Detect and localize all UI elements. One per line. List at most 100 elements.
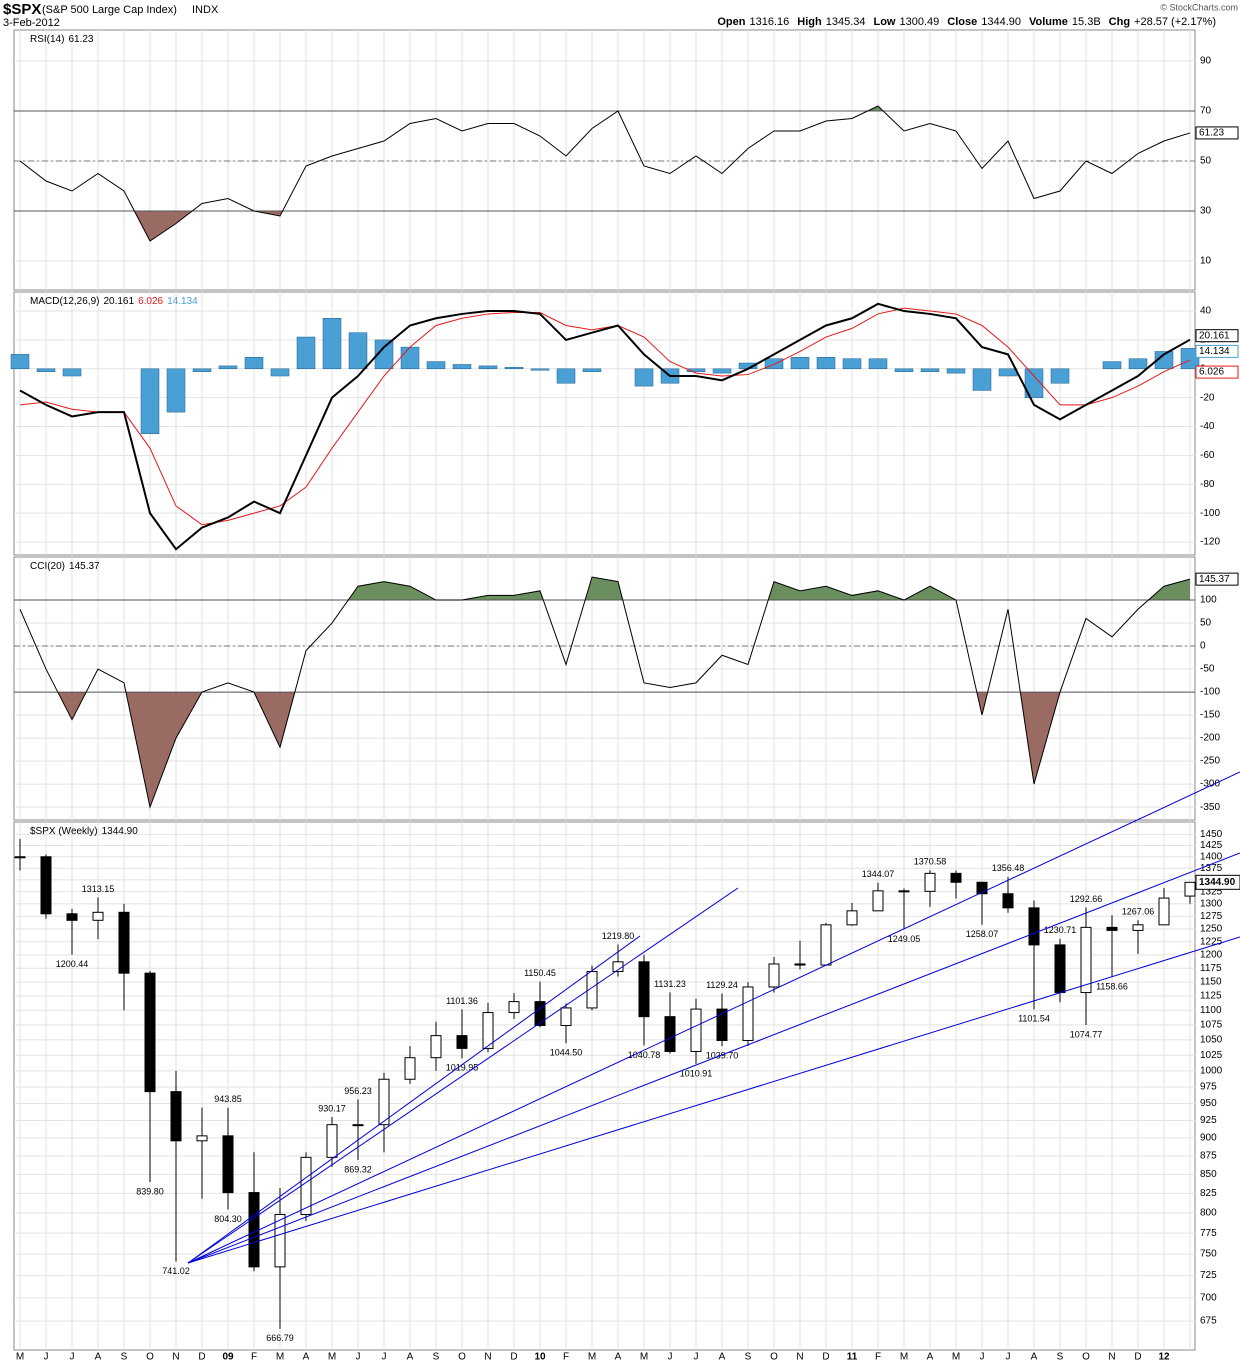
histogram-bar	[556, 368, 576, 384]
candle-body	[1054, 944, 1066, 994]
y-tick-label: 750	[1200, 1249, 1217, 1260]
x-tick-label: J	[668, 1352, 673, 1363]
histogram-bar	[36, 368, 56, 372]
y-tick-label: -120	[1200, 537, 1220, 548]
histogram-bar	[270, 368, 290, 377]
histogram-bar	[764, 358, 784, 370]
y-tick-label: 950	[1200, 1098, 1217, 1109]
price-annotation: 1249.05	[888, 934, 921, 944]
last-value: 6.026	[1199, 367, 1224, 378]
histogram-bar	[1180, 348, 1200, 370]
candle-body	[196, 1135, 208, 1142]
histogram-bar	[582, 368, 602, 372]
candle-body	[404, 1057, 416, 1080]
y-tick-label: 1225	[1200, 936, 1223, 947]
price-annotation: 1074.77	[1070, 1029, 1103, 1039]
y-tick-label: -60	[1200, 450, 1215, 461]
x-tick-label: A	[927, 1352, 934, 1363]
candle-body	[170, 1091, 182, 1142]
histogram-bar	[816, 356, 836, 370]
candle-body	[274, 1214, 286, 1268]
y-tick-label: 1200	[1200, 950, 1223, 961]
panel	[13, 291, 1196, 556]
histogram-bar	[1102, 361, 1122, 370]
y-tick-label: 900	[1200, 1133, 1217, 1144]
candle-body	[742, 986, 754, 1041]
histogram-bar	[1128, 358, 1148, 370]
trend-line	[187, 852, 1240, 1264]
x-tick-label: M	[16, 1352, 24, 1363]
indicator-line	[19, 576, 1191, 809]
x-tick-label: D	[822, 1352, 829, 1363]
x-tick-label: M	[276, 1352, 284, 1363]
price-annotation: 1010.91	[680, 1068, 713, 1078]
candle-body	[430, 1035, 442, 1059]
x-tick-label: F	[875, 1352, 881, 1363]
quote-label: Low	[873, 16, 895, 28]
trend-line	[187, 887, 739, 1264]
candle-body	[638, 961, 650, 1018]
last-value-box	[1195, 572, 1239, 586]
y-tick-label: 1300	[1200, 899, 1223, 910]
candle-body	[1184, 881, 1196, 897]
x-tick-label: F	[251, 1352, 257, 1363]
histogram-bar	[504, 367, 524, 370]
x-tick-label: J	[980, 1352, 985, 1363]
candle-body	[846, 910, 858, 926]
histogram-bar	[894, 368, 914, 372]
histogram-bar	[426, 361, 446, 370]
last-value-box	[1195, 344, 1239, 358]
price-annotation: 1267.06	[1122, 907, 1155, 917]
x-tick-label: A	[303, 1352, 310, 1363]
x-tick-label: A	[1031, 1352, 1038, 1363]
x-tick-label: O	[146, 1352, 154, 1363]
candle-body	[92, 911, 104, 921]
price-annotation: 930.17	[318, 1103, 346, 1113]
y-tick-label: 100	[1200, 595, 1217, 606]
histogram-bar	[348, 332, 368, 370]
trend-line	[187, 935, 641, 1264]
price-annotation: 1131.23	[654, 979, 686, 989]
histogram-bar	[166, 368, 186, 413]
price-annotation: 741.02	[162, 1266, 190, 1276]
price-annotation: 1158.66	[1096, 982, 1128, 992]
y-tick-label: -350	[1200, 802, 1220, 813]
candle-body	[456, 1035, 468, 1049]
candle-body	[560, 1007, 572, 1026]
price-annotation: 1258.07	[966, 929, 999, 939]
histogram-bar	[842, 358, 862, 370]
histogram-bar	[192, 368, 212, 372]
trend-line	[187, 936, 1240, 1264]
x-tick-label: S	[745, 1352, 752, 1363]
panel-title-text: CCI(20)	[30, 561, 65, 572]
y-tick-label: 925	[1200, 1115, 1217, 1126]
histogram-bar	[140, 368, 160, 434]
y-tick-label: 10	[1200, 256, 1212, 267]
candle-body	[222, 1135, 234, 1194]
y-tick-label: 725	[1200, 1270, 1217, 1281]
y-tick-label: -40	[1200, 421, 1215, 432]
y-tick-label: 1050	[1200, 1035, 1223, 1046]
index-name: (S&P 500 Large Cap Index)	[42, 4, 177, 16]
y-tick-label: 1100	[1200, 1005, 1222, 1016]
y-tick-label: 90	[1200, 56, 1212, 67]
candle-body	[976, 881, 988, 895]
last-value: 20.161	[1199, 330, 1230, 341]
y-tick-label: 70	[1200, 106, 1212, 117]
candle-body	[586, 971, 598, 1009]
y-tick-label: 1450	[1200, 829, 1223, 840]
x-tick-label: J	[70, 1352, 75, 1363]
histogram-bar	[790, 356, 810, 370]
y-tick-label: -100	[1200, 508, 1220, 519]
y-tick-label: 700	[1200, 1293, 1217, 1304]
candle-body	[898, 890, 910, 893]
trend-lines	[187, 771, 1240, 1264]
y-tick-label: 1275	[1200, 911, 1223, 922]
price-annotation: 666.79	[266, 1333, 294, 1343]
price-annotation: 1200.44	[56, 959, 89, 969]
candle-body	[118, 911, 130, 974]
candle-body	[950, 872, 962, 883]
y-tick-label: 1125	[1200, 991, 1222, 1002]
panel-title-text: MACD(12,26,9)	[30, 296, 99, 307]
signal-title-value: 6.026	[138, 296, 163, 307]
